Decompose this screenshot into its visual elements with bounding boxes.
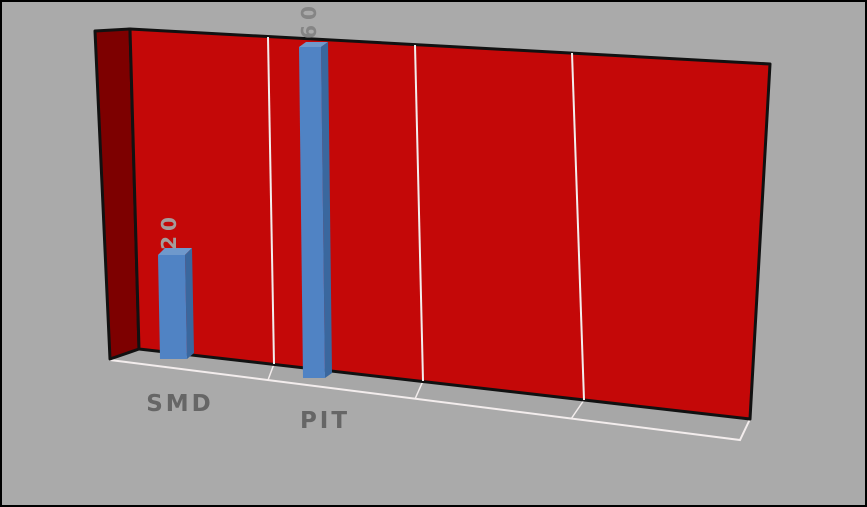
chart-floor [110, 349, 750, 440]
floor-gridline-3 [570, 399, 585, 420]
wall-gridline-3 [571, 52, 585, 401]
floor-gridline-2 [414, 380, 424, 400]
data-label-smd: 20 [157, 212, 181, 250]
wall-front-face [128, 27, 772, 421]
wall-gridline-2 [414, 44, 424, 382]
bar-smd-front-face [158, 255, 187, 359]
bar-smd-side-face [185, 248, 194, 359]
floor-gridline-1 [267, 363, 275, 381]
data-label-pit: 60 [297, 1, 321, 39]
bar-smd [158, 248, 194, 359]
bar-pit [299, 42, 332, 378]
bar-pit-side-face [321, 42, 332, 378]
floor-edge-line [109, 359, 751, 442]
bar-smd-top-face [158, 248, 192, 255]
bar-pit-front-face [299, 47, 325, 378]
axis-label-smd: SMD [146, 391, 214, 417]
axis-label-pit: PIT [299, 408, 351, 434]
wall-gridline-1 [267, 36, 275, 365]
bar-pit-top-face [299, 42, 328, 47]
